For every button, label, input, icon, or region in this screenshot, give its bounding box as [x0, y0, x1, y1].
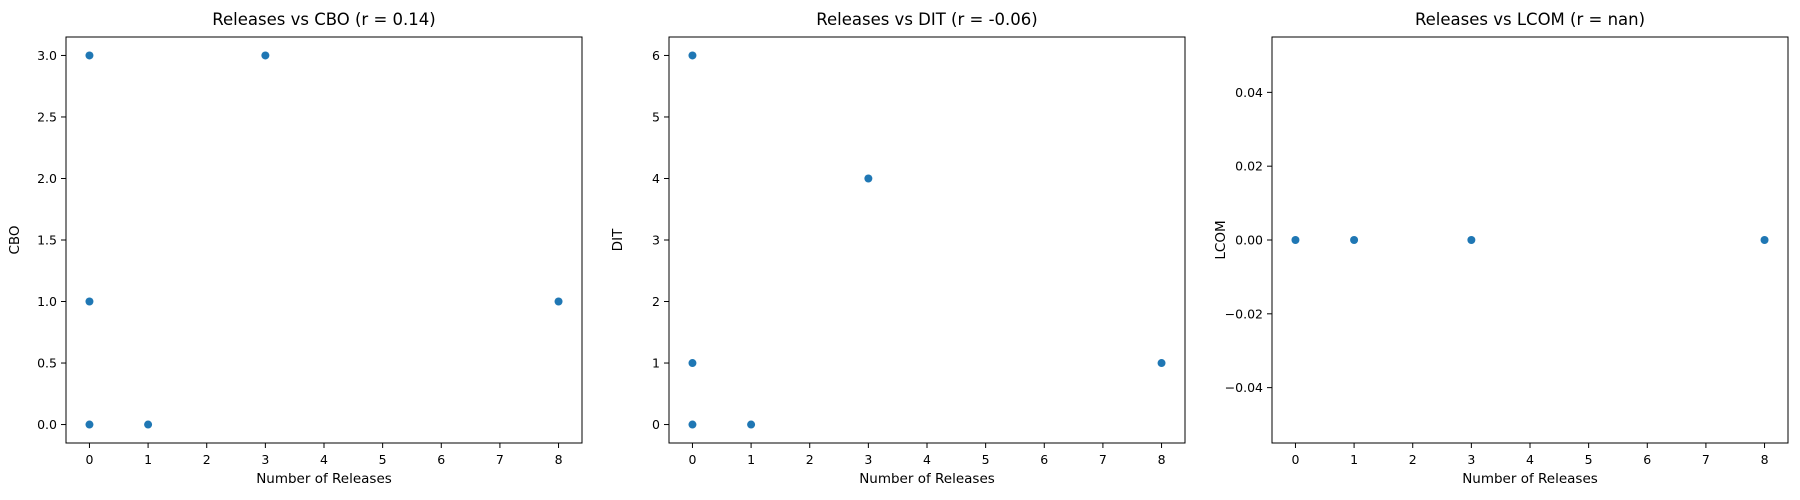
x-tick-label: 8 — [555, 452, 563, 467]
x-axis-label: Number of Releases — [1462, 471, 1598, 487]
plot-frame — [668, 36, 1186, 444]
y-tick-label: 2 — [652, 294, 660, 309]
scatter-point — [688, 51, 697, 60]
scatter-point — [85, 420, 94, 429]
x-tick-label: 4 — [923, 452, 931, 467]
subplot-3: 0 1 2 3 4 5 6 7 8 −0.04 −0.02 0.00 0.02 0.04 Releases … — [1213, 10, 1789, 487]
y-tick-label: 1.0 — [37, 294, 57, 309]
x-tick-label: 0 — [688, 452, 696, 467]
x-tick-label: 2 — [1409, 452, 1417, 467]
scatter-point — [554, 297, 563, 306]
y-tick-label: 0.02 — [1235, 159, 1263, 174]
scatter-point — [261, 51, 270, 60]
x-tick-label: 1 — [144, 452, 152, 467]
x-tick-label: 5 — [379, 452, 387, 467]
y-axis-label: CBO — [7, 225, 23, 254]
x-tick-label: 0 — [1291, 452, 1299, 467]
x-tick-label: 5 — [982, 452, 990, 467]
y-tick-label: 1.5 — [37, 233, 57, 248]
x-tick-label: 3 — [1467, 452, 1475, 467]
subplot-2: 0 1 2 3 4 5 6 7 8 0 1 2 3 4 5 6 Releases vs DIT (r = -0.… — [610, 10, 1186, 487]
scatter-point — [85, 51, 94, 60]
y-axis-label: DIT — [610, 228, 626, 251]
scatter-point — [1467, 236, 1476, 244]
x-tick-label: 3 — [261, 452, 269, 467]
y-tick-label: 0.5 — [37, 356, 57, 371]
y-tick-label: 4 — [652, 171, 660, 186]
x-tick-label: 0 — [85, 452, 93, 467]
scatter-point — [1760, 236, 1769, 244]
y-tick-label: 0.0 — [37, 417, 57, 432]
plot-frame — [1271, 36, 1789, 444]
x-axis-label: Number of Releases — [256, 471, 392, 487]
scatter-point — [688, 420, 697, 429]
subplot-1: 0 1 2 3 4 5 6 7 8 0.0 0.5 1.0 1.5 2.0 2.5 3.0 Releases v… — [7, 10, 583, 487]
y-tick-label: −0.04 — [1225, 380, 1263, 395]
y-tick-label: 3 — [652, 233, 660, 248]
chart-title: Releases vs LCOM (r = nan) — [1415, 10, 1645, 29]
x-tick-label: 8 — [1761, 452, 1769, 467]
chart-title: Releases vs CBO (r = 0.14) — [212, 10, 435, 29]
x-tick-label: 7 — [1099, 452, 1107, 467]
plot-frame — [65, 36, 583, 444]
x-tick-label: 1 — [1350, 452, 1358, 467]
x-tick-label: 4 — [1526, 452, 1534, 467]
y-axis-label: LCOM — [1213, 220, 1229, 259]
y-tick-label: 5 — [652, 109, 660, 124]
y-tick-label: −0.02 — [1225, 306, 1263, 321]
x-tick-label: 7 — [1702, 452, 1710, 467]
scatter-point — [864, 174, 873, 183]
scatter-point — [1291, 236, 1300, 244]
x-tick-label: 3 — [864, 452, 872, 467]
y-tick-label: 2.5 — [37, 109, 57, 124]
x-tick-label: 6 — [1643, 452, 1651, 467]
scatter-point — [85, 297, 94, 306]
x-axis-label: Number of Releases — [859, 471, 995, 487]
x-tick-label: 4 — [320, 452, 328, 467]
x-tick-label: 1 — [747, 452, 755, 467]
x-tick-label: 7 — [496, 452, 504, 467]
y-tick-label: 6 — [652, 48, 660, 63]
y-tick-label: 0.00 — [1235, 233, 1263, 248]
y-tick-label: 1 — [652, 356, 660, 371]
x-tick-label: 8 — [1158, 452, 1166, 467]
y-tick-label: 2.0 — [37, 171, 57, 186]
x-tick-label: 2 — [806, 452, 814, 467]
x-tick-label: 6 — [1040, 452, 1048, 467]
y-tick-label: 0.04 — [1235, 85, 1263, 100]
chart-title: Releases vs DIT (r = -0.06) — [816, 10, 1037, 29]
x-tick-label: 2 — [203, 452, 211, 467]
scatter-point — [1350, 236, 1359, 244]
y-tick-label: 3.0 — [37, 48, 57, 63]
x-tick-label: 6 — [437, 452, 445, 467]
scatter-point — [688, 359, 697, 368]
scatter-point — [1157, 359, 1166, 368]
scatter-point — [144, 420, 153, 429]
scatter-point — [747, 420, 756, 429]
y-tick-label: 0 — [652, 417, 660, 432]
x-tick-label: 5 — [1585, 452, 1593, 467]
